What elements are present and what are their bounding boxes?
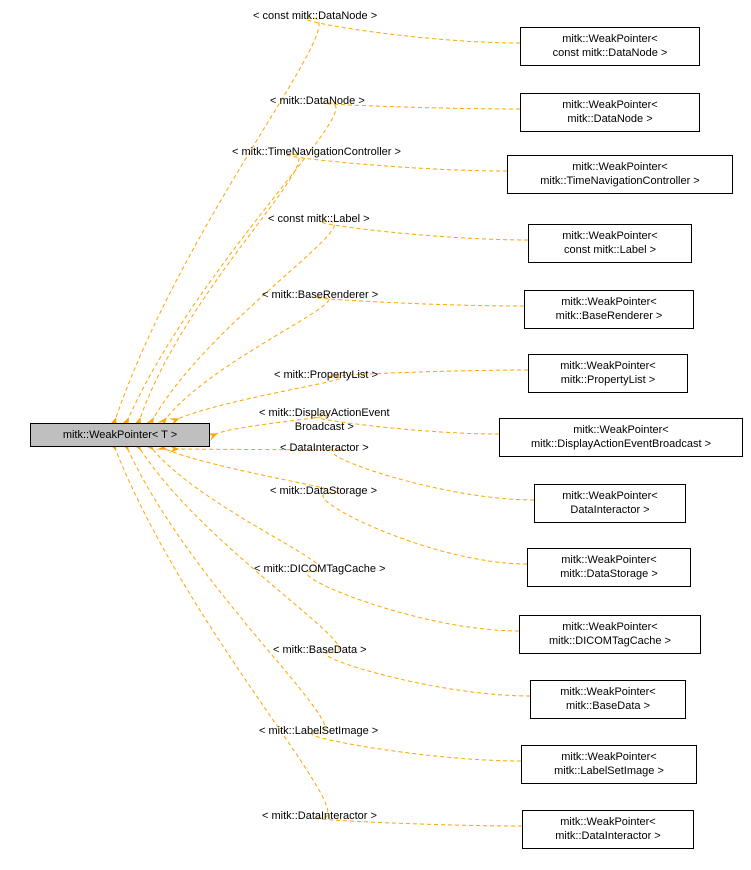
template-param-line: < DataInteractor > xyxy=(280,442,369,454)
template-param-line: < mitk::BaseData > xyxy=(273,644,367,656)
template-param-line: < mitk::PropertyList > xyxy=(274,369,378,381)
derived-node-line: mitk::WeakPointer< xyxy=(561,751,656,763)
derived-node-line: mitk::LabelSetImage > xyxy=(554,765,664,777)
template-param-line: < mitk::DataNode > xyxy=(270,95,365,107)
root-node[interactable]: mitk::WeakPointer< T > xyxy=(30,423,210,447)
derived-node-line: mitk::DataNode > xyxy=(567,113,652,125)
template-param-line: < mitk::DisplayActionEvent xyxy=(259,407,390,419)
derived-node-line: mitk::BaseRenderer > xyxy=(556,310,663,322)
derived-node-line: mitk::WeakPointer< xyxy=(572,161,667,173)
derived-node-line: mitk::WeakPointer< xyxy=(560,686,655,698)
derived-node[interactable]: mitk::WeakPointer< mitk::BaseRenderer > xyxy=(524,290,694,329)
template-param-label: < const mitk::Label > xyxy=(268,213,370,227)
derived-node-line: mitk::BaseData > xyxy=(566,700,650,712)
derived-node-line: mitk::WeakPointer< xyxy=(560,816,655,828)
inheritance-edge xyxy=(166,297,524,419)
inheritance-edge xyxy=(115,449,522,826)
derived-node-line: mitk::DataStorage > xyxy=(560,568,658,580)
root-node-line: mitk::WeakPointer< T > xyxy=(63,429,177,441)
derived-node[interactable]: mitk::WeakPointer< mitk::LabelSetImage > xyxy=(521,745,697,784)
derived-node[interactable]: mitk::WeakPointer< const mitk::DataNode … xyxy=(520,27,700,66)
derived-node[interactable]: mitk::WeakPointer< mitk::DataStorage > xyxy=(527,548,691,587)
template-param-label: < mitk::DisplayActionEventBroadcast > xyxy=(259,407,390,435)
template-param-label: < mitk::PropertyList > xyxy=(274,369,378,383)
derived-node[interactable]: mitk::WeakPointer< mitk::DataNode > xyxy=(520,93,700,132)
template-param-line: < mitk::DICOMTagCache > xyxy=(254,563,385,575)
template-param-label: < mitk::BaseData > xyxy=(273,644,367,658)
derived-node[interactable]: mitk::WeakPointer< mitk::DICOMTagCache > xyxy=(519,615,701,654)
derived-node-line: mitk::WeakPointer< xyxy=(562,490,657,502)
template-param-line: Broadcast > xyxy=(295,421,354,433)
template-param-line: < mitk::DataInteractor > xyxy=(262,810,377,822)
template-param-line: < const mitk::DataNode > xyxy=(253,10,377,22)
derived-node[interactable]: mitk::WeakPointer< mitk::TimeNavigationC… xyxy=(507,155,733,194)
template-param-line: < mitk::TimeNavigationController > xyxy=(232,146,401,158)
derived-node-line: mitk::WeakPointer< xyxy=(561,554,656,566)
derived-node[interactable]: mitk::WeakPointer< const mitk::Label > xyxy=(528,224,692,263)
template-param-line: < const mitk::Label > xyxy=(268,213,370,225)
derived-node[interactable]: mitk::WeakPointer< mitk::PropertyList > xyxy=(528,354,688,393)
derived-node[interactable]: mitk::WeakPointer< DataInteractor > xyxy=(534,484,686,523)
derived-node-line: mitk::WeakPointer< xyxy=(562,33,657,45)
template-param-label: < mitk::DataNode > xyxy=(270,95,365,109)
derived-node-line: const mitk::Label > xyxy=(564,244,656,256)
template-param-label: < mitk::LabelSetImage > xyxy=(259,725,378,739)
template-param-line: < mitk::BaseRenderer > xyxy=(262,289,378,301)
template-param-line: < mitk::DataStorage > xyxy=(270,485,377,497)
derived-node-line: mitk::TimeNavigationController > xyxy=(540,175,699,187)
template-param-label: < mitk::BaseRenderer > xyxy=(262,289,378,303)
derived-node-line: mitk::DisplayActionEventBroadcast > xyxy=(531,438,711,450)
derived-node-line: mitk::WeakPointer< xyxy=(562,230,657,242)
derived-node-line: mitk::WeakPointer< xyxy=(562,621,657,633)
derived-node-line: mitk::WeakPointer< xyxy=(560,360,655,372)
derived-node-line: mitk::DataInteractor > xyxy=(555,830,660,842)
derived-node-line: mitk::PropertyList > xyxy=(561,374,655,386)
derived-node-line: DataInteractor > xyxy=(570,504,649,516)
template-param-label: < mitk::DataStorage > xyxy=(270,485,377,499)
diagram-canvas: mitk::WeakPointer< T >mitk::WeakPointer<… xyxy=(0,0,751,870)
derived-node[interactable]: mitk::WeakPointer< mitk::BaseData > xyxy=(530,680,686,719)
derived-node-line: mitk::WeakPointer< xyxy=(561,296,656,308)
derived-node-line: mitk::WeakPointer< xyxy=(562,99,657,111)
template-param-label: < const mitk::DataNode > xyxy=(253,10,377,24)
derived-node-line: mitk::WeakPointer< xyxy=(573,424,668,436)
template-param-label: < mitk::TimeNavigationController > xyxy=(232,146,401,160)
derived-node-line: const mitk::DataNode > xyxy=(553,47,668,59)
template-param-label: < mitk::DICOMTagCache > xyxy=(254,563,385,577)
derived-node[interactable]: mitk::WeakPointer< mitk::DisplayActionEv… xyxy=(499,418,743,457)
derived-node[interactable]: mitk::WeakPointer< mitk::DataInteractor … xyxy=(522,810,694,849)
inheritance-edge xyxy=(153,221,528,419)
inheritance-edge xyxy=(152,449,519,631)
template-param-label: < mitk::DataInteractor > xyxy=(262,810,377,824)
derived-node-line: mitk::DICOMTagCache > xyxy=(549,635,671,647)
inheritance-edge xyxy=(165,449,527,564)
template-param-line: < mitk::LabelSetImage > xyxy=(259,725,378,737)
template-param-label: < DataInteractor > xyxy=(280,442,369,456)
